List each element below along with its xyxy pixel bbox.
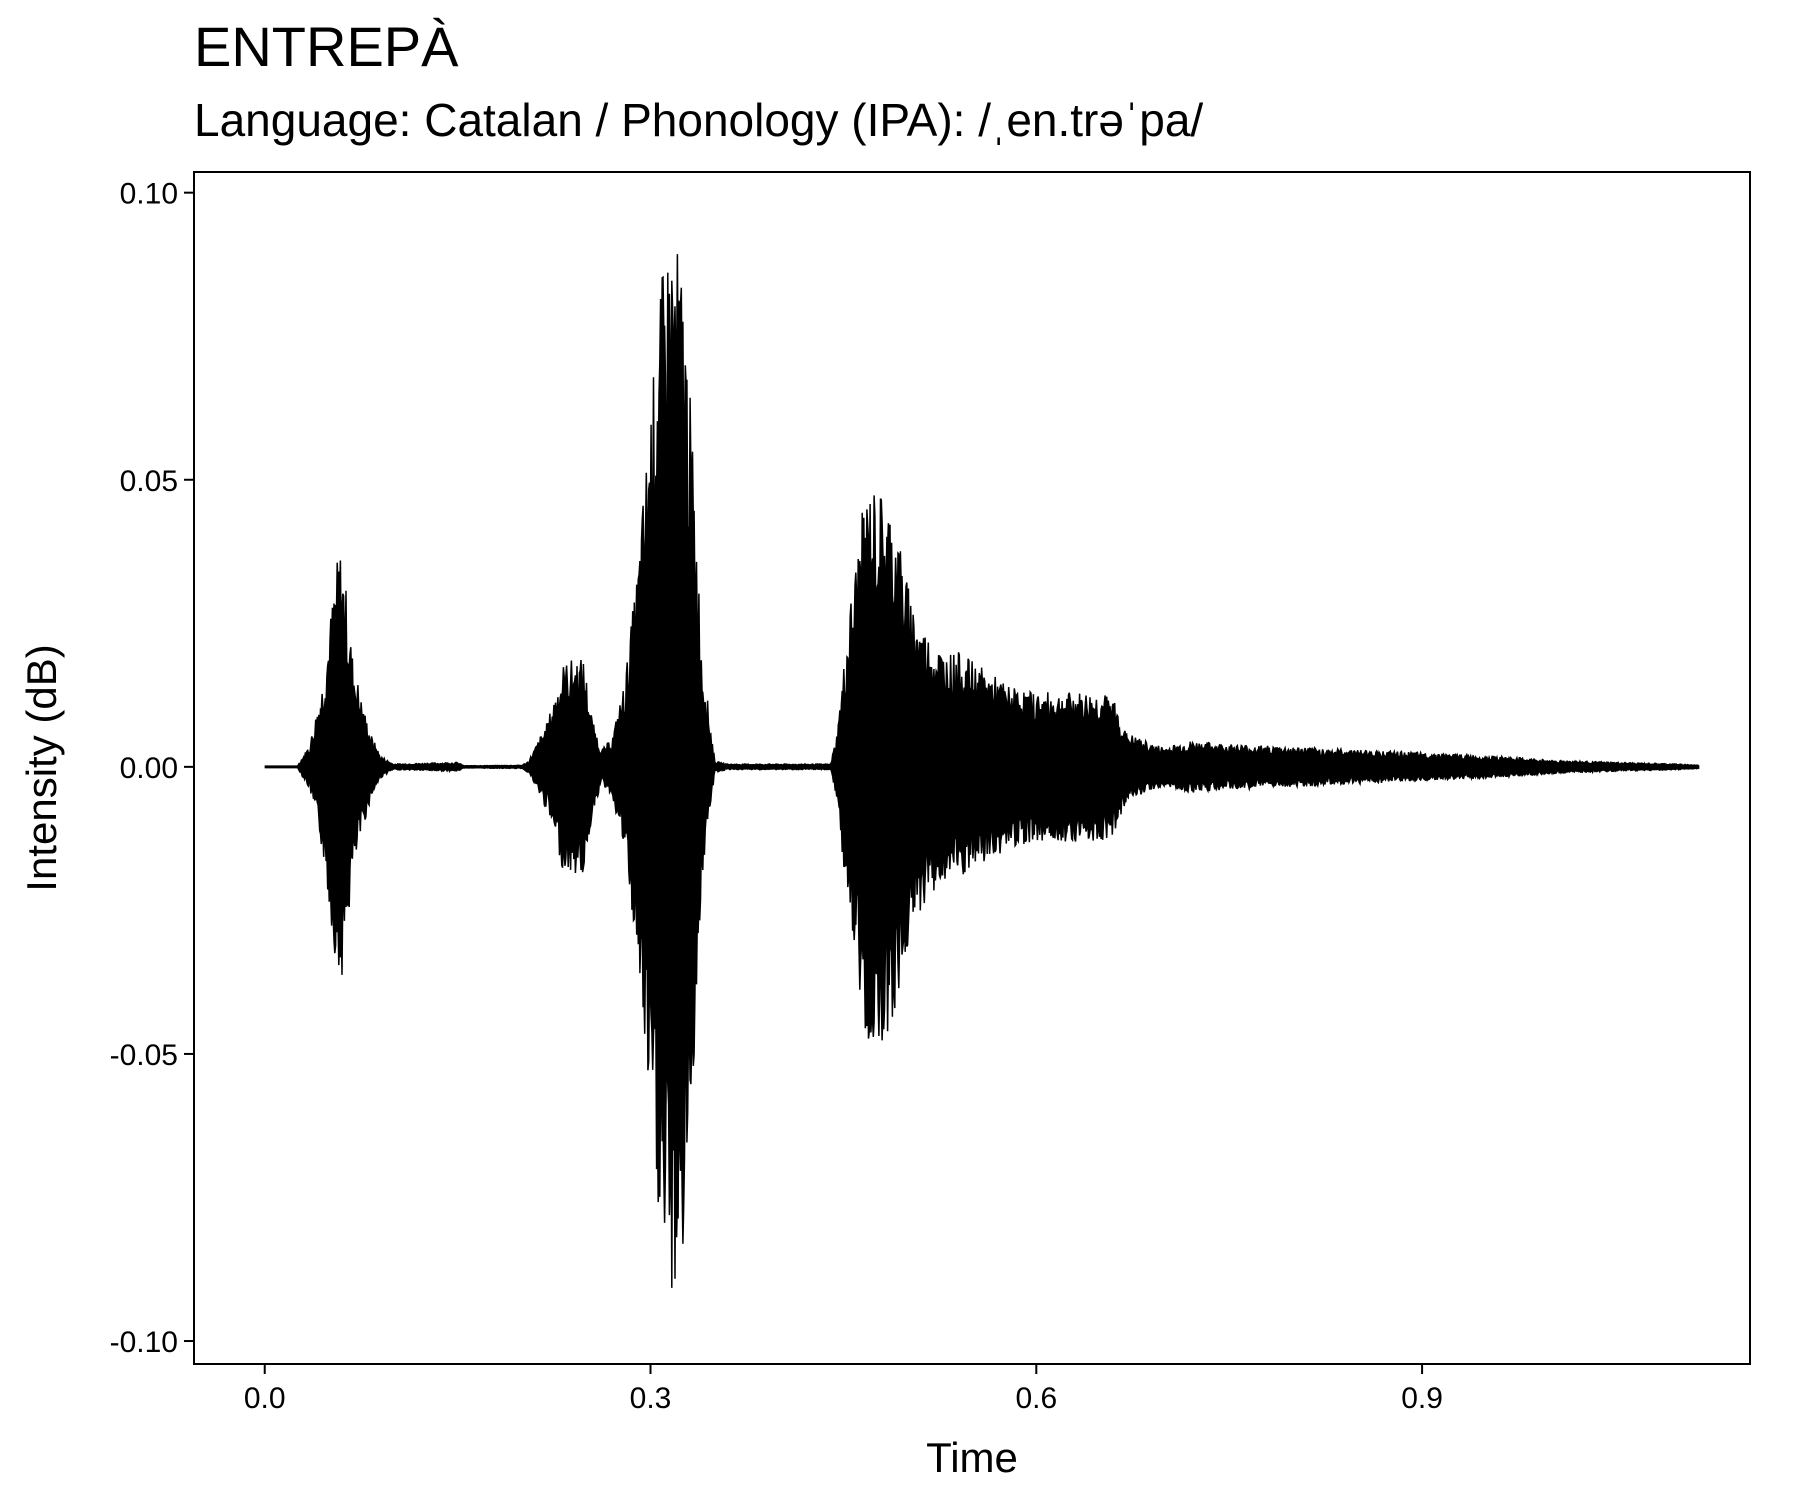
x-tick-label: 0.3: [630, 1382, 672, 1415]
plot-panel-border: [193, 171, 1751, 1365]
x-axis: 0.0 0.3 0.6 0.9: [244, 1364, 1443, 1415]
y-tick-label: 0.00: [120, 752, 178, 785]
x-axis-title: Time: [926, 1434, 1018, 1481]
y-axis: -0.10 -0.05 0.00 0.05 0.10: [110, 178, 194, 1359]
chart-subtitle: Language: Catalan / Phonology (IPA): /ˌe…: [194, 94, 1204, 146]
x-tick-label: 0.6: [1015, 1382, 1057, 1415]
y-axis-title: Intensity (dB): [18, 644, 65, 891]
y-tick-label: 0.10: [120, 178, 178, 211]
chart-title: ENTREPÀ: [194, 15, 459, 78]
x-tick-label: 0.9: [1401, 1382, 1443, 1415]
y-tick-label: -0.05: [110, 1039, 178, 1072]
x-tick-label: 0.0: [244, 1382, 286, 1415]
y-tick-label: -0.10: [110, 1326, 178, 1359]
y-tick-label: 0.05: [120, 465, 178, 498]
waveform-envelope: [264, 254, 1700, 1288]
